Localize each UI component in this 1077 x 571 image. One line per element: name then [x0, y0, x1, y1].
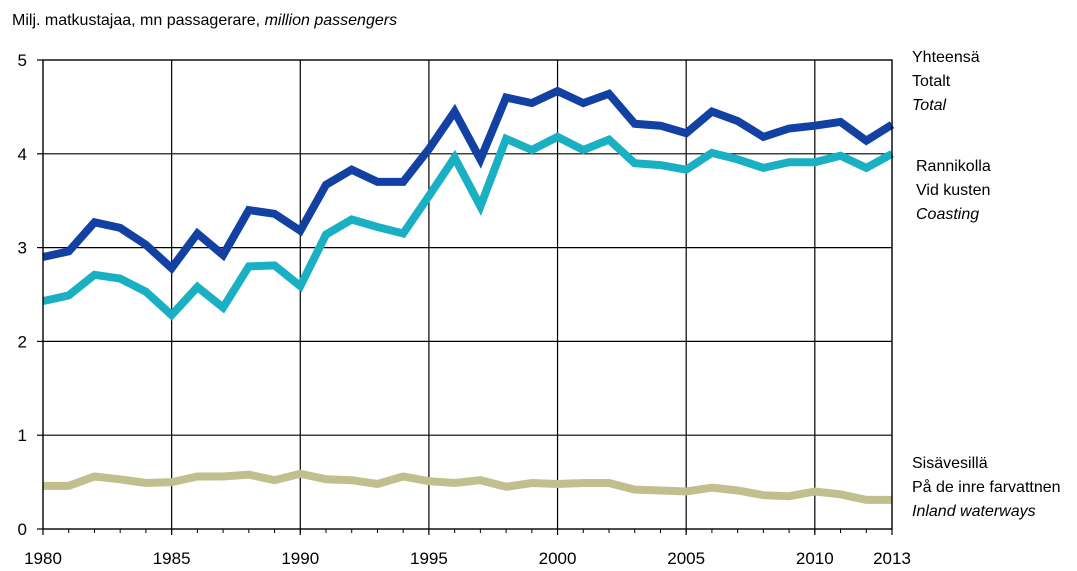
y-tick-label-0: 0 — [18, 520, 27, 539]
legend-coasting: Rannikolla Vid kusten Coasting — [916, 155, 991, 227]
y-axis-unit-label: Milj. matkustajaa, mn passagerare, milli… — [12, 12, 397, 30]
legend-coasting-en: Coasting — [916, 206, 980, 223]
y-tick-label-1: 1 — [18, 426, 27, 445]
legend-inland: Sisävesillä På de inre farvattnen Inland… — [912, 452, 1061, 524]
x-tick-label-2010: 2010 — [796, 549, 834, 568]
legend-total-sv: Totalt — [912, 73, 951, 90]
legend-coasting-sv: Vid kusten — [916, 182, 991, 199]
legend-total: Yhteensä Totalt Total — [912, 46, 980, 118]
legend-total-fi: Yhteensä — [912, 49, 980, 66]
y-tick-labels: 0 1 2 3 4 5 — [18, 51, 27, 539]
grid — [43, 60, 892, 529]
x-tick-label-1980: 1980 — [24, 549, 62, 568]
series-line-2 — [43, 469, 892, 504]
legend-total-en: Total — [912, 97, 947, 114]
plot-border — [42, 59, 893, 530]
legend-inland-en: Inland waterways — [912, 503, 1036, 520]
unit-label-en: million passengers — [264, 12, 398, 29]
y-tick-label-2: 2 — [18, 332, 27, 351]
y-tick-label-4: 4 — [18, 145, 27, 164]
x-tick-label-1985: 1985 — [153, 549, 191, 568]
legend-coasting-fi: Rannikolla — [916, 158, 991, 175]
x-tick-label-2013: 2013 — [873, 549, 911, 568]
unit-label-sv: mn passagerare, — [140, 12, 261, 29]
y-tick-label-3: 3 — [18, 239, 27, 258]
x-tick-label-2005: 2005 — [667, 549, 705, 568]
series-line-0 — [42, 86, 895, 275]
series-lines — [42, 86, 895, 504]
series-line-1 — [42, 132, 894, 321]
legend-inland-fi: Sisävesillä — [912, 455, 988, 472]
x-tick-label-1990: 1990 — [281, 549, 319, 568]
x-tick-labels: 1980 1985 1990 1995 2000 2005 2010 2013 — [24, 549, 911, 568]
plot-frame — [37, 59, 893, 535]
x-tick-label-2000: 2000 — [539, 549, 577, 568]
y-tick-label-5: 5 — [18, 51, 27, 70]
unit-label-fi: Milj. matkustajaa, — [12, 12, 136, 29]
legend-inland-sv: På de inre farvattnen — [912, 479, 1061, 496]
x-tick-label-1995: 1995 — [410, 549, 448, 568]
